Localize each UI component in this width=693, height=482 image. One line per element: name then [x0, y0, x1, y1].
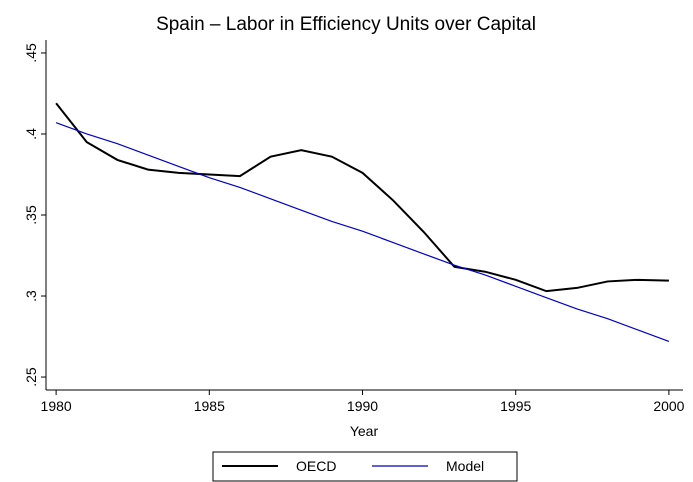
- y-tick-label: .25: [23, 367, 39, 387]
- x-tick-label: 1985: [194, 398, 225, 414]
- legend-label: Model: [446, 458, 484, 474]
- chart-title: Spain – Labor in Efficiency Units over C…: [156, 14, 536, 35]
- x-tick-label: 2000: [653, 398, 684, 414]
- series-line: [55, 102, 669, 293]
- x-axis-label: Year: [350, 423, 379, 439]
- y-tick-label: .3: [23, 290, 39, 302]
- y-tick-label: .45: [23, 43, 39, 63]
- y-tick-label: .4: [23, 128, 39, 140]
- x-tick-label: 1995: [500, 398, 531, 414]
- legend-label: OECD: [296, 458, 336, 474]
- y-tick-label: .35: [23, 205, 39, 225]
- x-tick-label: 1980: [41, 398, 72, 414]
- series-line: [55, 122, 670, 342]
- x-tick-label: 1990: [347, 398, 378, 414]
